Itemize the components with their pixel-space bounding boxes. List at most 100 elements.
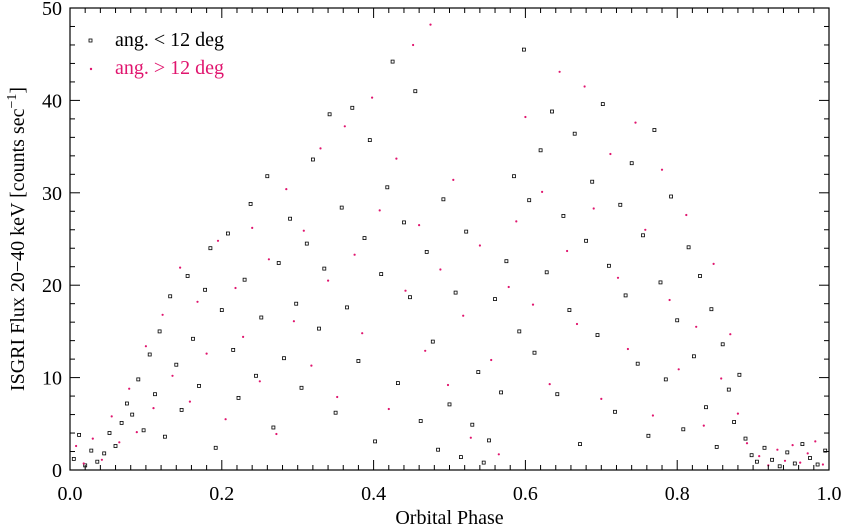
data-point-series-2	[258, 380, 261, 383]
y-axis-label-exponent: −1	[5, 94, 20, 109]
y-axis-label-main: ISGRI Flux 20−40 keV [counts sec	[7, 108, 29, 391]
data-point-series-2	[541, 190, 544, 193]
data-point-series-2	[353, 253, 356, 256]
y-tick-label: 10	[42, 368, 62, 390]
data-point-series-1	[658, 280, 663, 285]
data-point-series-2	[616, 276, 620, 279]
data-point-series-1	[265, 174, 270, 179]
data-point-series-2	[327, 279, 330, 282]
data-point-series-1	[720, 342, 725, 347]
data-point-series-2	[135, 431, 138, 434]
data-point-series-1	[709, 307, 714, 312]
data-point-series-2	[412, 43, 415, 47]
data-point-series-1	[800, 442, 805, 447]
data-point-series-1	[590, 179, 595, 184]
data-point-series-1	[447, 402, 452, 407]
data-point-series-1	[726, 387, 731, 392]
x-tick-label: 0.0	[58, 483, 83, 505]
data-point-series-1	[362, 236, 367, 241]
data-point-series-2	[292, 320, 295, 323]
data-point-series-1	[379, 272, 384, 277]
data-point-series-1	[95, 459, 100, 464]
data-point-series-1	[174, 362, 179, 367]
data-point-series-1	[453, 290, 458, 295]
data-point-series-1	[395, 381, 400, 386]
data-point-series-1	[808, 456, 812, 460]
data-point-series-1	[413, 89, 418, 94]
data-point-series-1	[333, 410, 338, 415]
data-point-series-1	[191, 336, 195, 341]
data-point-series-2	[205, 352, 208, 355]
data-point-series-2	[319, 147, 322, 150]
data-point-series-1	[350, 105, 355, 110]
data-point-series-2	[100, 458, 103, 461]
data-point-series-1	[113, 444, 118, 448]
data-point-series-1	[276, 261, 281, 265]
data-point-series-1	[162, 434, 167, 439]
data-point-series-2	[251, 226, 254, 229]
data-point-series-2	[144, 345, 147, 348]
data-point-series-1	[119, 420, 124, 425]
data-point-series-1	[777, 464, 782, 469]
data-point-series-2	[196, 300, 199, 303]
data-point-series-1	[675, 318, 680, 323]
data-point-series-1	[470, 422, 475, 427]
data-point-series-1	[743, 436, 748, 441]
data-point-series-2	[387, 407, 390, 411]
data-point-series-1	[356, 359, 361, 363]
data-point-series-1	[770, 457, 774, 462]
data-point-series-2	[758, 455, 761, 458]
data-point-series-1	[317, 326, 321, 331]
data-point-series-1	[408, 295, 412, 300]
data-point-series-1	[304, 241, 309, 246]
data-point-series-2	[736, 412, 740, 415]
data-point-series-2	[118, 441, 121, 444]
data-point-series-1	[578, 442, 582, 447]
data-point-series-1	[430, 339, 435, 344]
data-point-series-1	[458, 455, 463, 460]
data-point-series-1	[669, 194, 673, 199]
data-point-series-1	[522, 47, 526, 52]
data-point-series-2	[424, 349, 427, 352]
y-tick-label: 20	[42, 275, 62, 297]
data-point-series-1	[225, 231, 230, 236]
data-point-series-2	[515, 220, 518, 223]
legend-marker	[88, 38, 93, 43]
data-point-series-2	[361, 332, 364, 335]
data-point-series-1	[646, 433, 651, 438]
x-tick-label: 0.4	[361, 483, 386, 505]
data-point-series-2	[91, 437, 94, 440]
data-point-series-1	[213, 445, 218, 450]
data-point-series-1	[271, 425, 276, 430]
data-point-series-1	[390, 59, 395, 64]
data-point-series-2	[600, 397, 603, 400]
x-tick-label: 0.8	[665, 483, 690, 505]
data-point-series-1	[345, 305, 349, 310]
data-point-series-1	[89, 448, 94, 453]
data-point-series-2	[429, 23, 432, 26]
data-point-series-2	[558, 70, 561, 73]
data-point-series-1	[550, 109, 554, 114]
data-point-series-1	[130, 412, 135, 417]
data-point-series-2	[806, 452, 809, 455]
data-point-series-2	[497, 453, 500, 456]
data-point-series-1	[512, 174, 516, 179]
data-point-series-2	[799, 461, 802, 464]
data-point-series-1	[595, 333, 600, 338]
data-point-series-2	[343, 125, 346, 128]
data-point-series-2	[695, 325, 698, 328]
data-point-series-2	[285, 188, 288, 191]
data-point-series-2	[446, 383, 450, 387]
data-point-series-1	[310, 157, 315, 162]
data-point-series-1	[555, 392, 560, 397]
data-point-series-2	[634, 121, 637, 124]
data-point-series-1	[185, 274, 190, 278]
data-point-series-1	[141, 428, 146, 433]
data-point-series-1	[179, 407, 184, 412]
data-point-series-1	[532, 350, 537, 355]
data-point-series-1	[567, 308, 572, 313]
data-point-series-2	[814, 440, 817, 443]
data-point-series-1	[424, 249, 429, 254]
axis-ticks	[69, 7, 830, 471]
data-point-series-1	[538, 148, 543, 153]
